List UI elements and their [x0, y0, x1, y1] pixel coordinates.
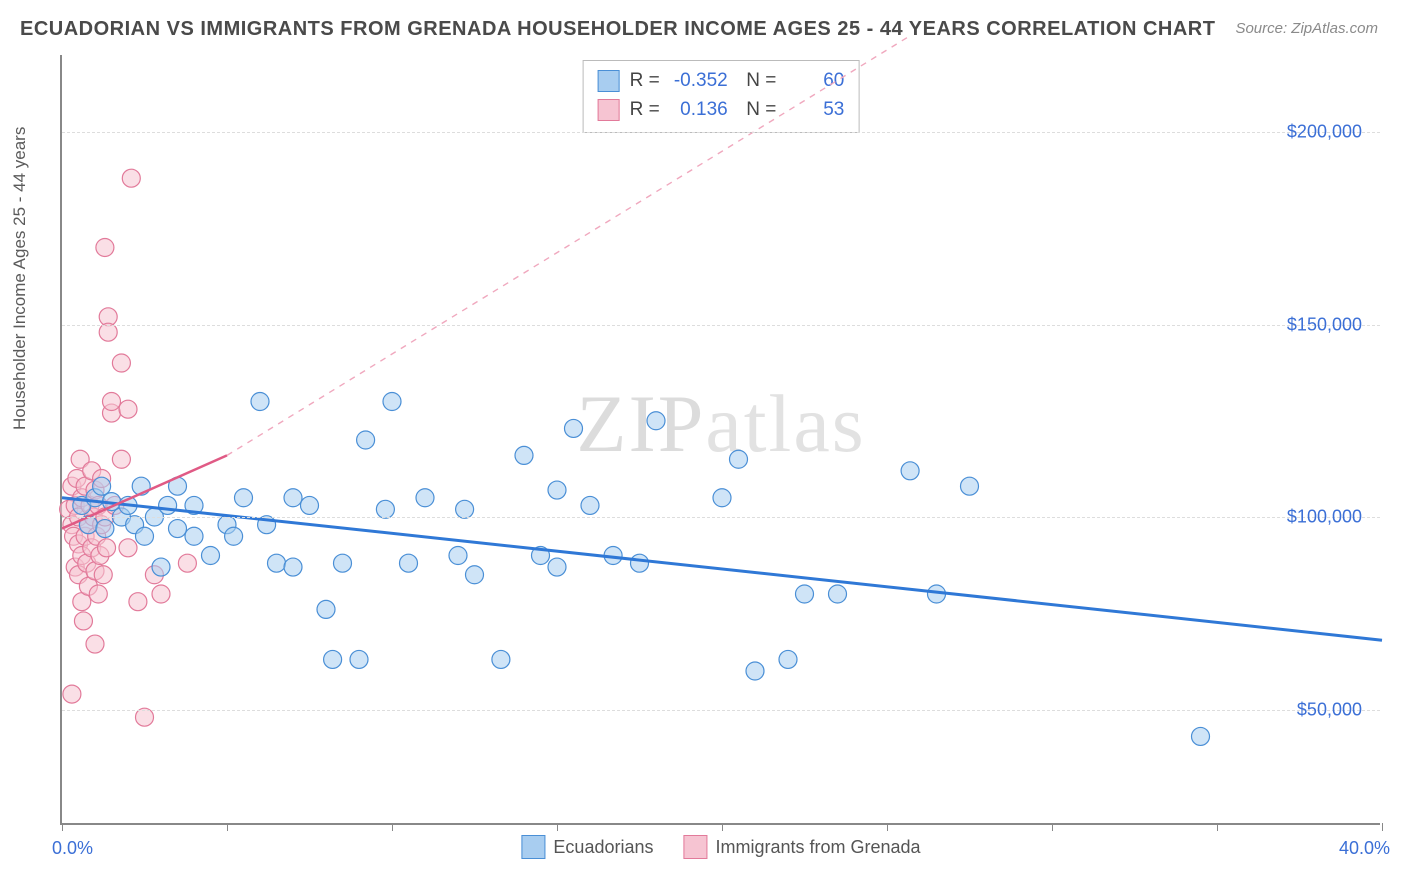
- data-point: [317, 600, 335, 618]
- data-point: [565, 419, 583, 437]
- y-tick-label: $100,000: [1287, 507, 1362, 528]
- data-point: [136, 708, 154, 726]
- legend-item-1: Immigrants from Grenada: [684, 835, 921, 859]
- data-point: [466, 566, 484, 584]
- data-point: [631, 554, 649, 572]
- data-point: [112, 354, 130, 372]
- data-point: [492, 650, 510, 668]
- data-point: [746, 662, 764, 680]
- data-point: [301, 496, 319, 514]
- data-point: [63, 685, 81, 703]
- chart-container: ECUADORIAN VS IMMIGRANTS FROM GRENADA HO…: [0, 0, 1406, 892]
- data-point: [98, 539, 116, 557]
- x-tick-mark: [227, 823, 228, 831]
- data-point: [94, 566, 112, 584]
- legend-swatch-0: [521, 835, 545, 859]
- data-point: [185, 527, 203, 545]
- y-tick-label: $200,000: [1287, 122, 1362, 143]
- data-point: [730, 450, 748, 468]
- data-point: [548, 558, 566, 576]
- data-point: [159, 496, 177, 514]
- data-point: [350, 650, 368, 668]
- data-point: [961, 477, 979, 495]
- data-point: [284, 558, 302, 576]
- data-point: [103, 393, 121, 411]
- y-axis-label: Householder Income Ages 25 - 44 years: [10, 127, 30, 430]
- data-point: [225, 527, 243, 545]
- data-point: [376, 500, 394, 518]
- data-point: [152, 585, 170, 603]
- legend-item-0: Ecuadorians: [521, 835, 653, 859]
- data-point: [548, 481, 566, 499]
- gridline-h: [62, 132, 1380, 133]
- data-point: [581, 496, 599, 514]
- data-point: [515, 446, 533, 464]
- trend-line: [227, 36, 910, 456]
- x-tick-mark: [1382, 823, 1383, 831]
- legend-label-0: Ecuadorians: [553, 837, 653, 858]
- data-point: [796, 585, 814, 603]
- y-tick-label: $150,000: [1287, 314, 1362, 335]
- data-point: [119, 539, 137, 557]
- x-tick-mark: [392, 823, 393, 831]
- data-point: [122, 169, 140, 187]
- data-point: [129, 593, 147, 611]
- y-tick-label: $50,000: [1297, 699, 1362, 720]
- data-point: [357, 431, 375, 449]
- gridline-h: [62, 710, 1380, 711]
- data-point: [202, 547, 220, 565]
- data-point: [89, 585, 107, 603]
- data-point: [829, 585, 847, 603]
- data-point: [383, 393, 401, 411]
- x-tick-mark: [557, 823, 558, 831]
- bottom-legend: Ecuadorians Immigrants from Grenada: [521, 835, 920, 859]
- data-point: [334, 554, 352, 572]
- data-point: [96, 520, 114, 538]
- data-point: [99, 323, 117, 341]
- data-point: [713, 489, 731, 507]
- data-point: [152, 558, 170, 576]
- data-point: [169, 520, 187, 538]
- x-tick-mark: [722, 823, 723, 831]
- data-point: [119, 400, 137, 418]
- data-point: [449, 547, 467, 565]
- data-point: [136, 527, 154, 545]
- source-label: Source: ZipAtlas.com: [1235, 20, 1378, 37]
- legend-swatch-1: [684, 835, 708, 859]
- gridline-h: [62, 517, 1380, 518]
- gridline-h: [62, 325, 1380, 326]
- data-point: [93, 477, 111, 495]
- data-point: [324, 650, 342, 668]
- plot-area: ZIPatlas R = -0.352 N = 60 R = 0.136 N =…: [60, 55, 1380, 825]
- data-point: [901, 462, 919, 480]
- data-point: [416, 489, 434, 507]
- chart-title: ECUADORIAN VS IMMIGRANTS FROM GRENADA HO…: [20, 18, 1215, 41]
- data-point: [178, 554, 196, 572]
- legend-label-1: Immigrants from Grenada: [716, 837, 921, 858]
- data-point: [268, 554, 286, 572]
- data-point: [456, 500, 474, 518]
- data-point: [96, 239, 114, 257]
- trend-line: [62, 498, 1382, 640]
- data-point: [779, 650, 797, 668]
- data-point: [1192, 727, 1210, 745]
- data-point: [400, 554, 418, 572]
- data-point: [235, 489, 253, 507]
- x-tick-mark: [62, 823, 63, 831]
- data-point: [647, 412, 665, 430]
- svg-plot-layer: [62, 55, 1380, 823]
- data-point: [284, 489, 302, 507]
- data-point: [86, 635, 104, 653]
- x-tick-mark: [1052, 823, 1053, 831]
- x-tick-mark: [887, 823, 888, 831]
- data-point: [74, 612, 92, 630]
- data-point: [112, 450, 130, 468]
- x-tick-mark: [1217, 823, 1218, 831]
- x-axis-max-label: 40.0%: [1339, 838, 1390, 859]
- data-point: [251, 393, 269, 411]
- x-axis-min-label: 0.0%: [52, 838, 93, 859]
